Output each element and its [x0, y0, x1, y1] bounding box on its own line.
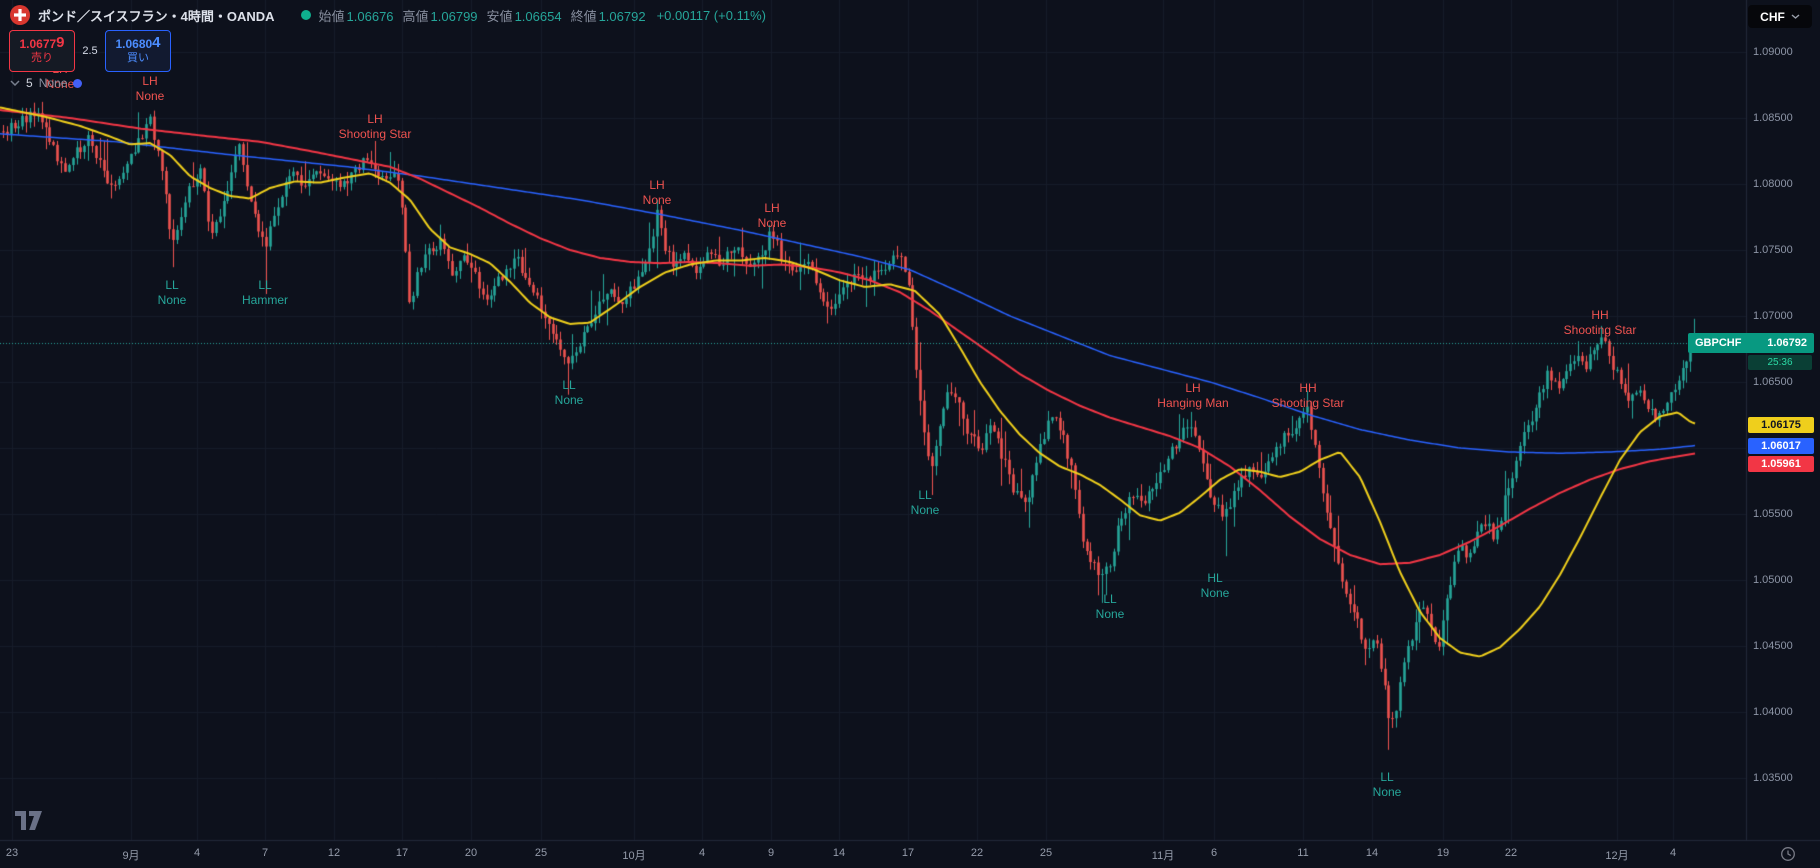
price-tick-label: 1.03500: [1753, 772, 1793, 784]
ohlc-item: 終値 1.06792: [571, 6, 646, 25]
price-tick-label: 1.06500: [1753, 376, 1793, 388]
time-tick-label: 12: [327, 847, 341, 859]
buy-price: 1.06804: [115, 34, 161, 51]
last-price-badge: GBPCHF 1.06792: [1688, 333, 1814, 353]
ohlc-item: 安値 1.06654: [487, 6, 562, 25]
ohlc-label: 高値: [402, 8, 429, 24]
time-tick-label: 6: [1210, 847, 1218, 859]
time-tick-label: 25: [534, 847, 548, 859]
ma-blue-value: 1.06017: [1748, 438, 1814, 454]
time-tick-label: 4: [193, 847, 201, 859]
currency-label: CHF: [1760, 9, 1785, 24]
time-tick-label: 7: [261, 847, 269, 859]
price-tick-label: 1.07500: [1753, 244, 1793, 256]
indicator-count: 5: [26, 76, 33, 90]
ma-yellow-value: 1.06175: [1748, 417, 1814, 433]
time-tick-label: 22: [970, 847, 984, 859]
ohlc-value: 1.06654: [514, 8, 562, 24]
buy-label: 買い: [127, 52, 149, 64]
price-tick-label: 1.04000: [1753, 706, 1793, 718]
ohlc-values: 始値 1.06676 高値 1.06799 安値 1.06654 終値 1.06792: [319, 6, 655, 25]
chart-header: ポンド／スイスフラン・4時間・OANDA 始値 1.06676 高値 1.06799 安…: [0, 0, 766, 30]
ohlc-label: 終値: [570, 8, 597, 24]
ma-red-value: 1.05961: [1748, 456, 1814, 472]
price-change-value: +0.00117 (+0.11%): [656, 7, 766, 23]
spread-value: 2.5: [82, 45, 98, 57]
price-axis[interactable]: 1.09000 1.08500 1.08000 1.07500 1.07000 1.065…: [1746, 0, 1820, 840]
price-tick-label: 1.08500: [1753, 112, 1793, 124]
time-tick-label: 11: [1297, 847, 1309, 859]
time-tick-label: 4: [1669, 847, 1677, 859]
badge-symbol: GBPCHF: [1695, 337, 1742, 349]
time-tick-label: 9月: [122, 850, 140, 862]
price-tick-label: 1.09000: [1753, 46, 1793, 58]
sell-price: 1.06779: [19, 34, 65, 51]
time-tick-label: 23: [5, 847, 19, 859]
time-tick-label: 11月: [1151, 850, 1175, 862]
currency-selector-button[interactable]: CHF: [1748, 5, 1812, 28]
buy-sell-widget: 1.06779 売り 2.5 1.06804 買い: [9, 30, 171, 72]
badge-price: 1.06792: [1767, 337, 1807, 349]
time-tick-label: 22: [1504, 847, 1518, 859]
bar-close-countdown: 25:36: [1748, 355, 1812, 370]
time-tick-label: 17: [901, 847, 915, 859]
symbol-title[interactable]: ポンド／スイスフラン・4時間・OANDA: [38, 8, 275, 24]
time-tick-label: 19: [1436, 847, 1450, 859]
ohlc-value: 1.06676: [346, 8, 394, 24]
price-tick-label: 1.07000: [1753, 310, 1793, 322]
ohlc-item: 高値 1.06799: [403, 6, 478, 25]
time-tick-label: 25: [1039, 847, 1053, 859]
buy-button[interactable]: 1.06804 買い: [105, 30, 171, 72]
ohlc-label: 安値: [486, 8, 513, 24]
ohlc-label: 始値: [318, 8, 345, 24]
sell-label: 売り: [31, 52, 53, 64]
broker-logo-icon: [300, 10, 311, 20]
symbol-flag-icon[interactable]: [10, 5, 30, 25]
time-tick-label: 20: [464, 847, 478, 859]
price-tick-label: 1.04500: [1753, 640, 1793, 652]
time-tick-label: 14: [1365, 847, 1379, 859]
indicator-status-dot-icon: [73, 78, 83, 88]
time-tick-label: 17: [395, 847, 409, 859]
indicator-legend-collapsed[interactable]: 5 None: [10, 76, 83, 90]
timezone-clock-icon[interactable]: [1780, 846, 1796, 862]
price-tick-label: 1.05000: [1753, 574, 1793, 586]
indicator-value: None: [38, 76, 68, 90]
ohlc-value: 1.06799: [430, 8, 478, 24]
price-tick-label: 1.05500: [1753, 508, 1793, 520]
ohlc-value: 1.06792: [598, 8, 646, 24]
time-tick-label: 4: [698, 847, 706, 859]
tradingview-logo-icon[interactable]: [14, 810, 44, 832]
chevron-down-icon: [1791, 14, 1800, 19]
time-tick-label: 10月: [622, 850, 646, 862]
chevron-down-icon: [10, 80, 20, 86]
time-tick-label: 12月: [1605, 850, 1629, 862]
time-axis[interactable]: 23 9月 4 7 12 17 20 25 10月 4 9 14 17 22 25 11月 6 11 14 19 22 1…: [0, 841, 1820, 868]
time-tick-label: 9: [767, 847, 775, 859]
price-tick-label: 1.08000: [1753, 178, 1793, 190]
sell-button[interactable]: 1.06779 売り: [9, 30, 75, 72]
time-tick-label: 14: [832, 847, 846, 859]
ohlc-item: 始値 1.06676: [319, 6, 394, 25]
